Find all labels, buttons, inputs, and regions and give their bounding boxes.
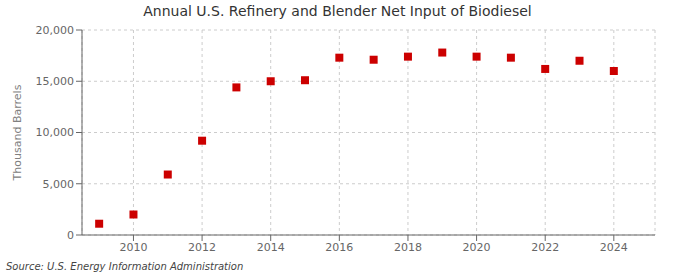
- svg-text:2012: 2012: [188, 241, 216, 254]
- svg-text:2016: 2016: [325, 241, 353, 254]
- svg-text:2024: 2024: [600, 241, 628, 254]
- svg-text:2014: 2014: [257, 241, 285, 254]
- html-text:Source: U.S. Energy Informatio: Source: U.S. Energy Information Administ…: [6, 261, 244, 272]
- svg-text:2018: 2018: [394, 241, 422, 254]
- html-text:Annual U.S. Refinery and Blend: Annual U.S. Refinery and Blender Net Inp…: [143, 3, 532, 19]
- svg-text:Thousand Barrels: Thousand Barrels: [11, 84, 24, 181]
- svg-text:5,000: 5,000: [43, 178, 75, 191]
- svg-text:2010: 2010: [119, 241, 147, 254]
- svg-text:2022: 2022: [531, 241, 559, 254]
- svg-text:10,000: 10,000: [36, 126, 75, 139]
- svg-text:20,000: 20,000: [36, 24, 75, 37]
- svg-text:15,000: 15,000: [36, 75, 75, 88]
- svg-text:2020: 2020: [463, 241, 491, 254]
- svg-text:0: 0: [67, 229, 74, 242]
